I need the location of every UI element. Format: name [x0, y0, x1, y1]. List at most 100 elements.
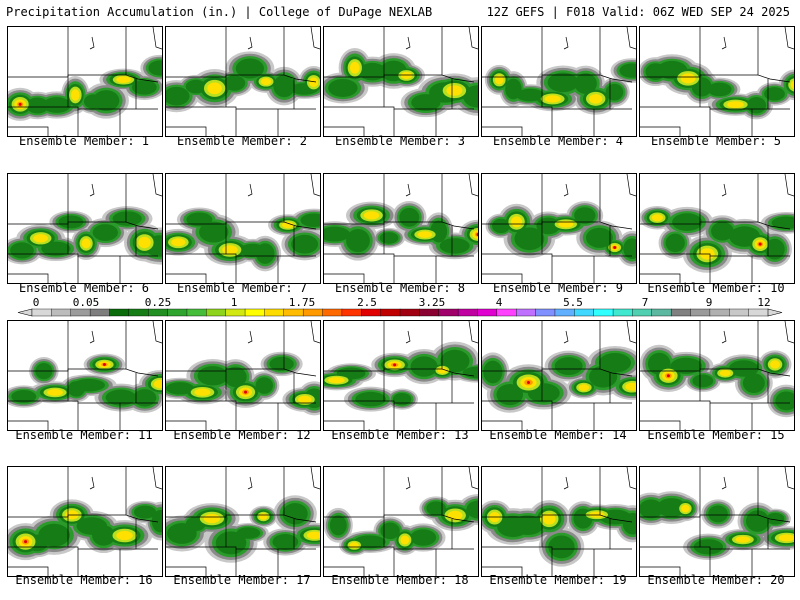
precip-blob — [329, 515, 347, 536]
precip-blob — [585, 227, 613, 248]
state-boundary — [721, 183, 727, 197]
state-boundary — [324, 400, 474, 404]
precip-map — [8, 321, 162, 430]
state-boundary — [8, 273, 49, 283]
ensemble-member-label: Ensemble Member: 4 — [492, 134, 624, 148]
state-boundary — [166, 566, 207, 576]
state-boundaries — [640, 467, 794, 576]
colorbar-tick-label: 3.25 — [419, 297, 446, 309]
precip-blob — [92, 224, 118, 241]
member-map-panel — [7, 320, 163, 431]
colorbar-swatch — [341, 308, 362, 317]
ensemble-member-label: Ensemble Member: 20 — [647, 573, 785, 587]
precip-blob — [476, 232, 478, 236]
colorbar-swatch — [322, 308, 343, 317]
precip-blob — [728, 360, 759, 377]
state-boundary — [247, 36, 253, 50]
precip-blob — [235, 58, 265, 79]
precip-blob — [742, 373, 765, 394]
precip-blob — [260, 78, 272, 85]
precip-blob — [440, 349, 470, 373]
state-boundary — [166, 273, 207, 283]
precip-blob — [236, 527, 261, 539]
precip-blob — [771, 216, 794, 230]
precip-contour-layer — [758, 242, 762, 246]
state-boundary — [626, 174, 636, 197]
colorbar-swatch — [574, 308, 595, 317]
state-boundary — [405, 476, 411, 490]
precip-blob — [711, 221, 734, 241]
precip-blob — [298, 395, 312, 404]
precip-blob — [300, 213, 320, 227]
precip-blob — [166, 86, 190, 106]
precip-blob — [770, 360, 780, 369]
state-boundary — [784, 27, 794, 50]
precip-blob — [625, 382, 636, 391]
precip-blob — [81, 238, 91, 249]
colorbar-tick-label: 0.05 — [73, 297, 100, 309]
precip-contour-layer — [24, 540, 28, 544]
precip-blob — [11, 390, 37, 404]
precip-blob — [93, 90, 120, 112]
colorbar-tick-label: 2.5 — [357, 297, 377, 309]
colorbar-tick-label: 5.5 — [563, 297, 583, 309]
precip-blob — [222, 245, 238, 255]
ensemble-member-label: Ensemble Member: 16 — [15, 573, 153, 587]
precip-blob — [393, 363, 397, 367]
member-map-panel — [639, 173, 795, 284]
colorbar-tick-label: 1 — [231, 297, 238, 309]
colorbar-swatch — [457, 308, 478, 317]
precip-blob — [727, 101, 744, 108]
member-map-panel — [639, 26, 795, 137]
state-boundaries — [482, 321, 636, 430]
member-map-panel — [481, 466, 637, 577]
precip-map — [166, 321, 320, 430]
colorbar-swatch — [380, 308, 401, 317]
state-boundary — [89, 183, 95, 197]
precip-map — [640, 27, 794, 136]
colorbar-tick-label: 4 — [496, 297, 503, 309]
precip-blob — [102, 363, 106, 367]
state-boundary — [125, 174, 159, 230]
precip-contour-layer — [680, 73, 794, 108]
precip-blob — [10, 242, 34, 259]
member-map-panel — [481, 320, 637, 431]
state-boundary — [8, 253, 158, 257]
colorbar-swatch — [51, 308, 72, 317]
state-boundary — [8, 126, 49, 136]
precip-blob — [148, 60, 162, 76]
colorbar-swatch — [690, 308, 711, 317]
precip-contour-layer — [393, 363, 397, 367]
state-boundary — [757, 467, 791, 523]
precip-blob — [349, 61, 360, 74]
member-map-panel — [165, 466, 321, 577]
ensemble-member-label: Ensemble Member: 18 — [331, 573, 469, 587]
colorbar-swatch — [670, 308, 692, 317]
precip-blob — [25, 97, 50, 114]
precip-blob — [462, 366, 478, 379]
state-boundary — [324, 546, 474, 550]
precip-blob — [134, 505, 157, 519]
state-boundary — [283, 174, 317, 230]
precip-blob — [558, 220, 574, 228]
state-boundary — [283, 27, 317, 83]
precip-map — [324, 467, 478, 576]
state-boundary — [247, 183, 253, 197]
precip-map — [640, 174, 794, 283]
colorbar-swatch — [612, 308, 633, 317]
colorbar-tick-label: 9 — [706, 297, 713, 309]
state-boundaries — [8, 27, 162, 136]
state-boundary — [324, 566, 365, 576]
ensemble-member-label: Ensemble Member: 3 — [334, 134, 466, 148]
state-boundaries — [166, 27, 320, 136]
precip-blob — [47, 389, 63, 396]
state-boundary — [640, 420, 681, 430]
member-map-panel — [7, 26, 163, 137]
state-boundary — [640, 400, 790, 404]
precip-blob — [672, 213, 703, 231]
precip-contour-layer — [14, 76, 131, 110]
state-boundaries — [324, 27, 478, 136]
state-boundary — [482, 106, 632, 110]
state-boundary — [468, 467, 478, 490]
precip-blob — [400, 535, 410, 545]
